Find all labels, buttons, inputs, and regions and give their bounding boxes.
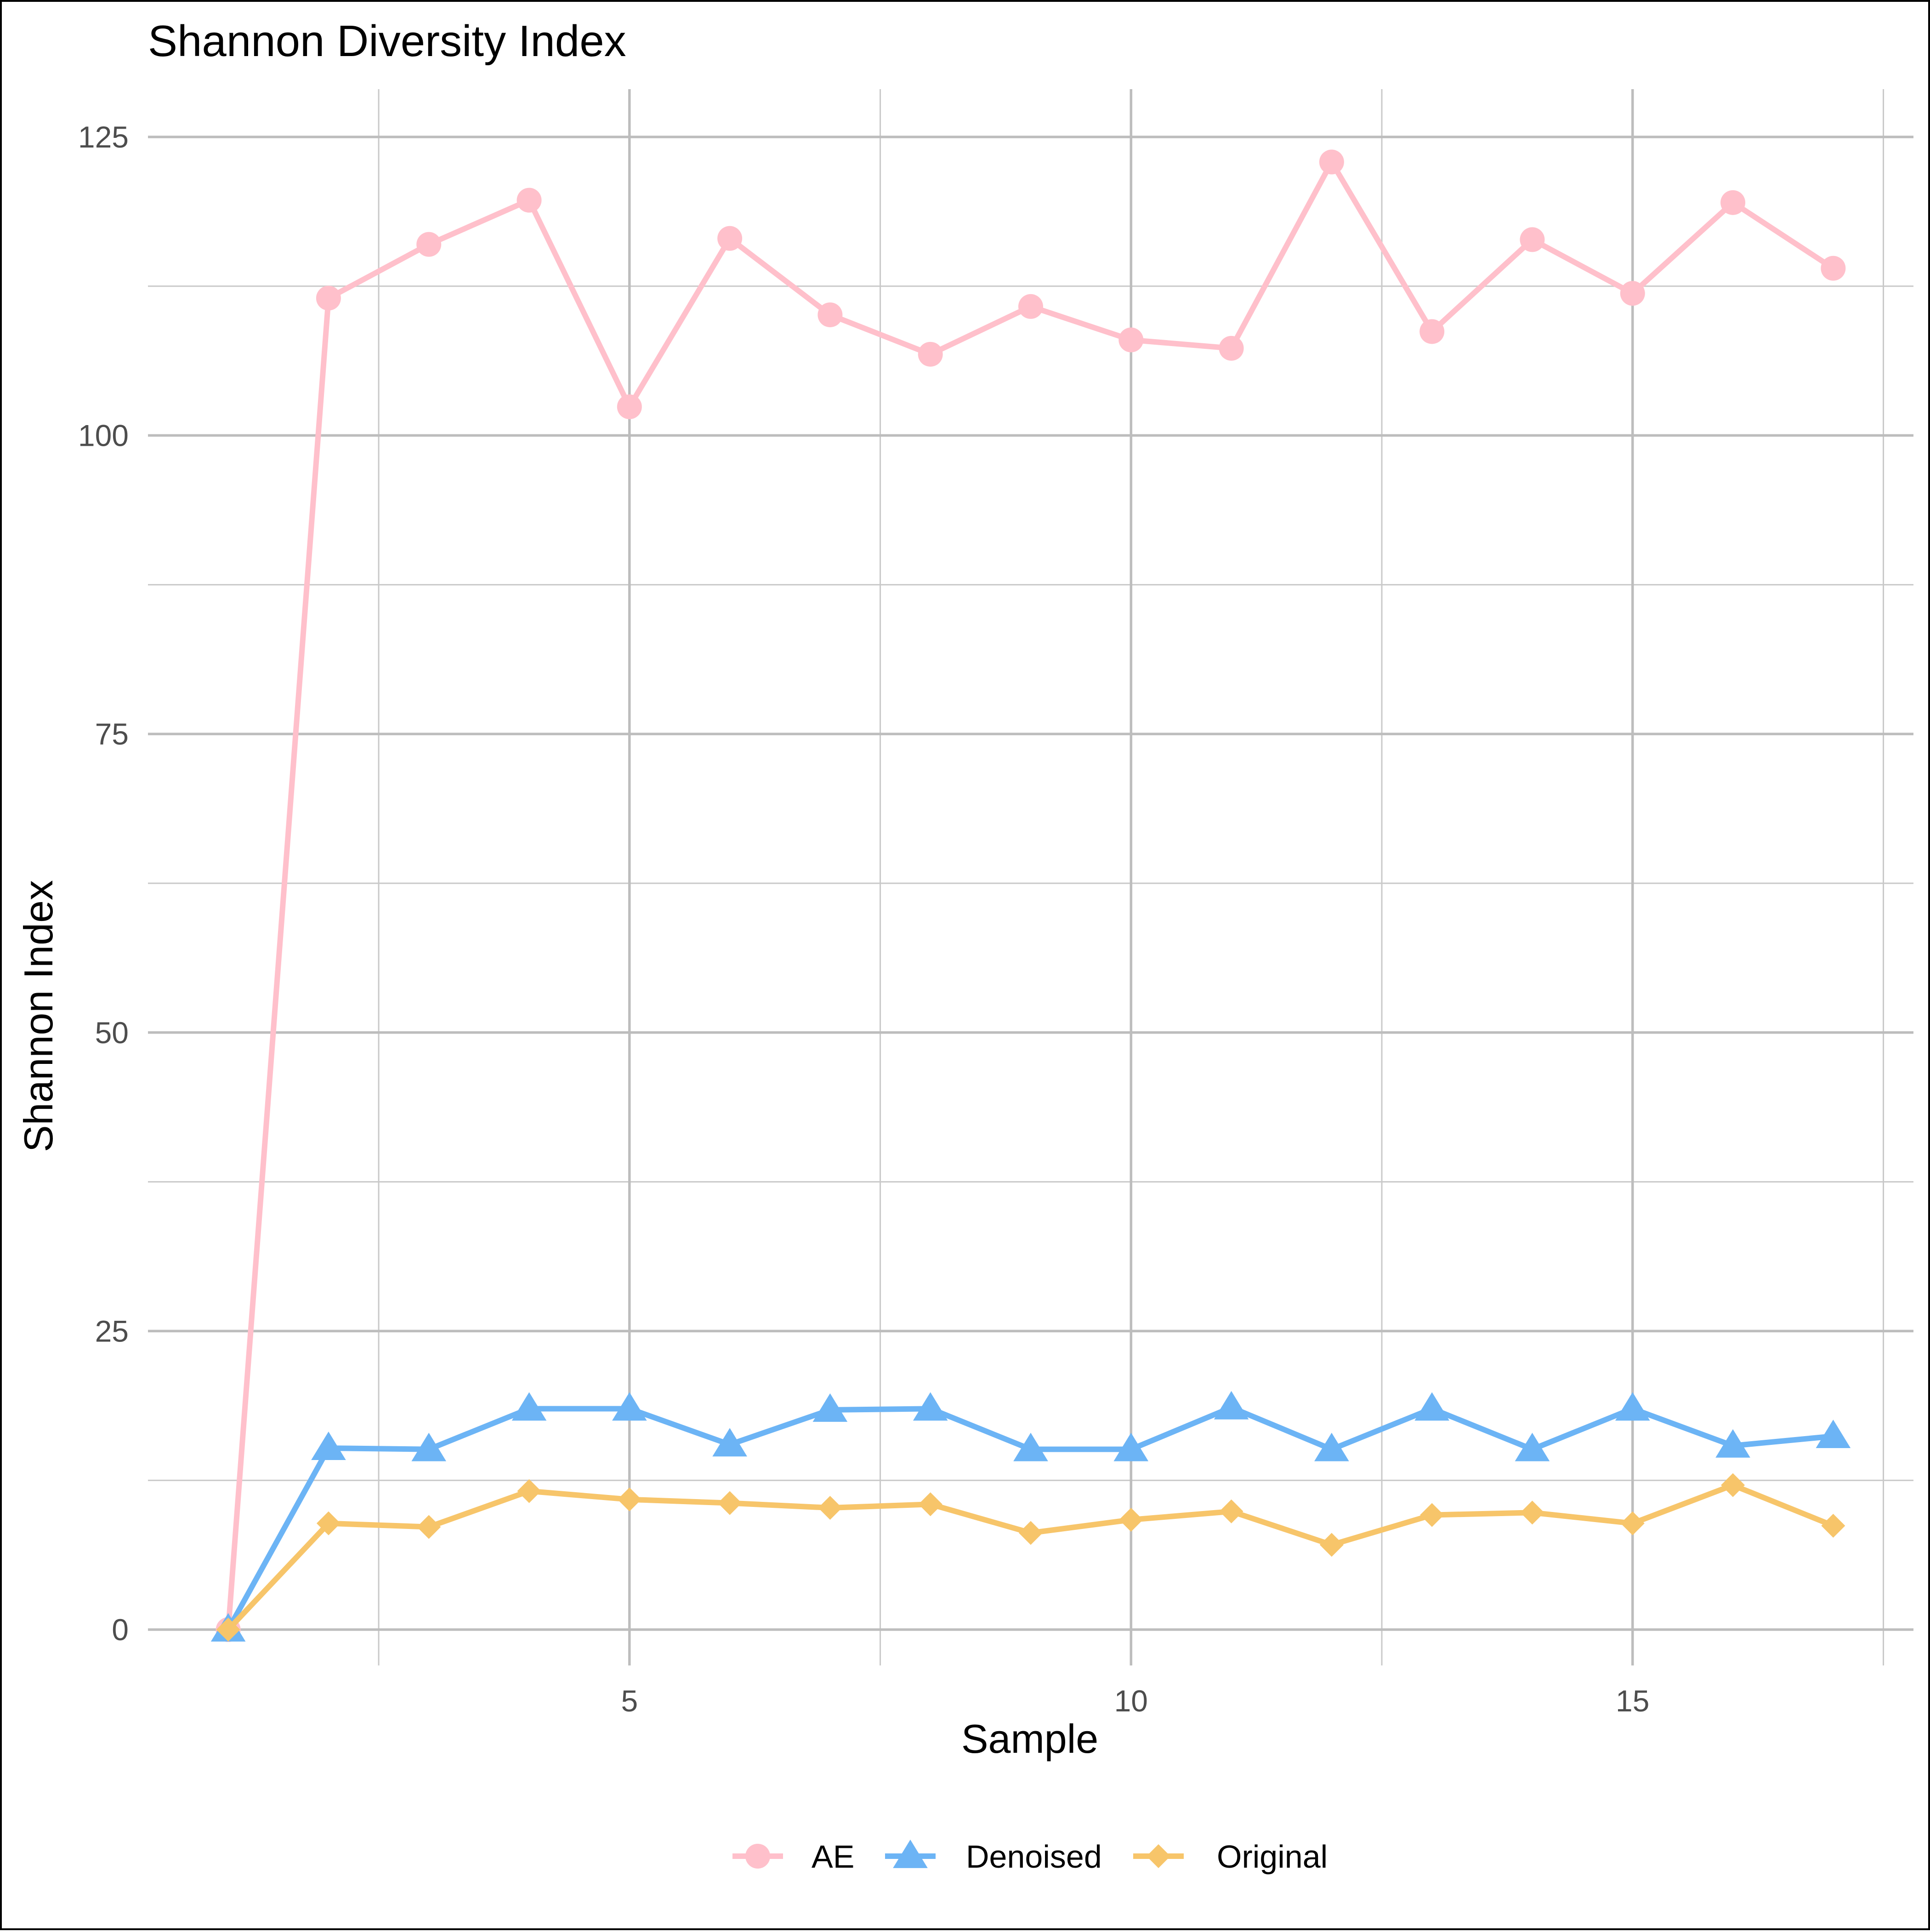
legend-key-marker-denoised [893, 1840, 928, 1868]
data-point-ae [1118, 327, 1144, 352]
data-point-ae [1219, 335, 1244, 361]
legend-label-original: Original [1217, 1839, 1328, 1875]
data-point-original [417, 1515, 441, 1539]
data-point-original [1319, 1533, 1344, 1557]
data-point-original [818, 1496, 842, 1520]
data-point-original [216, 1618, 240, 1642]
legend-key-marker-ae [745, 1844, 770, 1869]
y-tick-label: 125 [78, 120, 129, 154]
x-tick-label: 10 [1114, 1684, 1148, 1718]
data-point-ae [1419, 319, 1445, 344]
data-point-ae [1520, 227, 1545, 252]
data-point-original [1219, 1499, 1243, 1523]
legend-item-denoised: Denoised [885, 1839, 1102, 1875]
y-tick-label: 50 [95, 1016, 129, 1050]
data-point-original [1721, 1473, 1745, 1497]
y-tick-label: 25 [95, 1314, 129, 1348]
data-point-denoised [311, 1432, 346, 1460]
data-point-ae [817, 302, 843, 328]
x-axis-title: Sample [961, 1716, 1098, 1762]
data-point-denoised [1816, 1420, 1851, 1449]
data-point-denoised [913, 1392, 948, 1421]
data-point-denoised [812, 1393, 848, 1422]
y-axis-ticks: 0 25 50 75 100 125 [78, 120, 129, 1647]
data-point-denoised [1715, 1429, 1750, 1458]
data-point-ae [1720, 190, 1746, 215]
series-ae [216, 149, 1846, 1642]
data-point-original [1019, 1521, 1043, 1545]
series-line-original [225, 1482, 1836, 1633]
data-point-ae [517, 188, 542, 213]
data-point-ae [717, 226, 743, 251]
data-point-denoised [1013, 1432, 1048, 1461]
data-point-denoised [712, 1428, 747, 1457]
x-tick-label: 5 [621, 1684, 638, 1718]
series-layer [210, 149, 1851, 1642]
data-point-original [918, 1492, 942, 1517]
data-point-denoised [511, 1392, 547, 1421]
data-point-original [316, 1511, 341, 1535]
data-point-ae [316, 285, 341, 311]
chart-title: Shannon Diversity Index [148, 17, 626, 66]
data-point-denoised [612, 1392, 647, 1421]
y-tick-label: 0 [112, 1613, 129, 1647]
data-point-denoised [1515, 1432, 1550, 1461]
data-point-denoised [1615, 1392, 1650, 1421]
legend-label-ae: AE [812, 1839, 854, 1875]
grid-minor [148, 89, 1913, 1665]
data-point-denoised [1113, 1432, 1149, 1461]
legend-key-marker-original [1147, 1844, 1170, 1868]
y-tick-label: 75 [95, 717, 129, 751]
series-denoised [210, 1391, 1851, 1642]
legend-label-denoised: Denoised [966, 1839, 1102, 1875]
data-point-original [1620, 1511, 1645, 1535]
data-point-denoised [411, 1432, 447, 1461]
data-point-denoised [1214, 1391, 1249, 1420]
series-original [216, 1473, 1845, 1642]
data-point-original [1420, 1503, 1444, 1527]
data-point-ae [416, 232, 442, 257]
x-axis-ticks: 5 10 15 [621, 1684, 1649, 1718]
data-point-original [1821, 1513, 1845, 1538]
legend-item-original: Original [1133, 1839, 1328, 1875]
x-tick-label: 15 [1616, 1684, 1649, 1718]
y-axis-title: Shannon Index [16, 880, 61, 1152]
data-point-original [1119, 1507, 1143, 1532]
data-point-ae [1319, 149, 1344, 175]
y-tick-label: 100 [78, 419, 129, 453]
data-point-ae [617, 394, 642, 420]
grid-major [148, 89, 1913, 1665]
legend: AE Denoised Original [732, 1839, 1328, 1875]
data-point-denoised [1314, 1432, 1349, 1461]
data-point-ae [1821, 256, 1846, 281]
data-point-original [718, 1491, 742, 1515]
series-line-ae [225, 159, 1836, 1633]
data-point-original [517, 1479, 541, 1503]
data-point-original [1520, 1500, 1544, 1525]
data-point-original [617, 1487, 641, 1512]
data-point-ae [918, 341, 943, 367]
data-point-denoised [1414, 1392, 1449, 1421]
data-point-ae [1620, 281, 1645, 306]
legend-item-ae: AE [732, 1839, 854, 1875]
data-point-ae [1018, 294, 1043, 319]
